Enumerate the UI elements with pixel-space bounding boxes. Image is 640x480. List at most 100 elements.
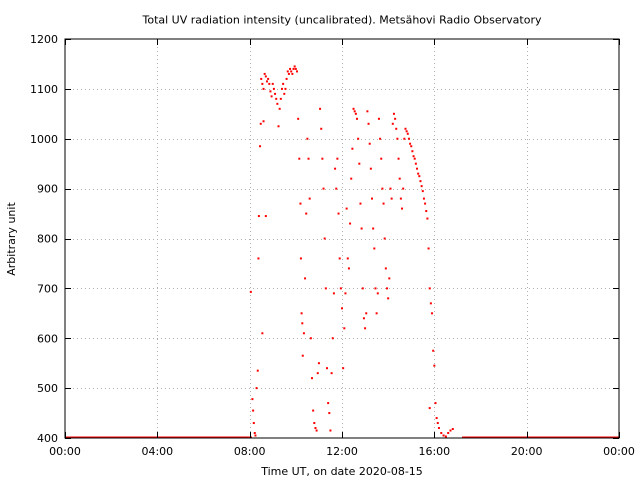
- data-point: [425, 210, 428, 213]
- data-point: [317, 362, 320, 365]
- data-point: [354, 112, 357, 115]
- data-point: [271, 82, 274, 85]
- data-point: [359, 202, 362, 205]
- data-point: [328, 412, 331, 415]
- data-point: [440, 432, 443, 435]
- data-point: [347, 267, 350, 270]
- data-point: [264, 215, 267, 218]
- data-point: [417, 172, 420, 175]
- data-point: [352, 107, 355, 110]
- data-point: [386, 287, 389, 290]
- data-point: [276, 102, 279, 105]
- x-tick-labels: 00:00 04:00 08:00 12:00 16:00 20:00 00:00: [49, 445, 635, 458]
- data-point: [402, 187, 405, 190]
- data-point: [277, 125, 280, 128]
- data-point: [442, 434, 445, 437]
- data-point: [270, 95, 273, 98]
- data-point: [268, 82, 271, 85]
- data-point: [398, 177, 401, 180]
- data-point: [334, 167, 337, 170]
- data-point: [407, 137, 410, 140]
- data-point: [353, 110, 356, 113]
- data-point: [259, 145, 262, 148]
- x-tick-label: 00:00: [603, 445, 635, 458]
- data-point: [365, 312, 368, 315]
- data-point: [315, 429, 318, 432]
- x-tick-label: 12:00: [326, 445, 358, 458]
- data-point: [419, 180, 422, 183]
- data-point: [401, 207, 404, 210]
- data-point: [260, 77, 263, 80]
- data-point: [338, 257, 341, 260]
- data-point: [366, 110, 369, 113]
- data-point: [409, 142, 412, 145]
- data-point: [411, 150, 414, 153]
- data-point: [335, 187, 338, 190]
- data-point: [286, 70, 289, 73]
- data-point: [418, 175, 421, 178]
- data-point: [325, 367, 328, 370]
- data-point: [356, 117, 359, 120]
- data-point: [343, 327, 346, 330]
- data-point: [275, 97, 278, 100]
- data-point: [432, 349, 435, 352]
- data-point: [424, 202, 427, 205]
- data-point: [405, 130, 408, 133]
- data-point: [323, 237, 326, 240]
- data-point: [428, 407, 431, 410]
- data-point: [299, 202, 302, 205]
- data-point: [350, 177, 353, 180]
- data-point: [330, 372, 333, 375]
- data-point: [436, 422, 439, 425]
- data-point: [420, 185, 423, 188]
- data-point: [295, 70, 298, 73]
- data-point: [251, 398, 254, 401]
- data-point: [429, 302, 432, 305]
- y-tick-label: 900: [37, 183, 58, 196]
- data-point: [346, 257, 349, 260]
- data-point: [373, 247, 376, 250]
- data-point: [304, 277, 307, 280]
- data-point: [372, 227, 375, 230]
- data-point: [394, 117, 397, 120]
- data-point: [437, 427, 440, 430]
- data-point: [427, 247, 430, 250]
- data-point: [257, 215, 260, 218]
- data-point: [314, 427, 317, 430]
- data-point: [337, 212, 340, 215]
- x-tick-label: 04:00: [141, 445, 173, 458]
- data-point: [257, 257, 260, 260]
- data-point: [395, 127, 398, 130]
- data-point: [364, 327, 367, 330]
- data-point: [377, 117, 380, 120]
- data-point: [331, 337, 334, 340]
- data-point: [389, 187, 392, 190]
- data-point: [414, 162, 417, 165]
- data-point: [259, 122, 262, 125]
- data-point: [282, 82, 285, 85]
- data-point: [252, 422, 255, 425]
- data-point: [376, 292, 379, 295]
- data-point: [290, 70, 293, 73]
- data-point: [312, 409, 315, 412]
- data-points: [249, 65, 454, 438]
- data-point: [256, 369, 259, 372]
- data-point: [431, 312, 434, 315]
- data-point: [306, 137, 309, 140]
- data-point: [374, 287, 377, 290]
- data-point: [332, 292, 335, 295]
- data-point: [357, 137, 360, 140]
- x-axis-label: Time UT, on date 2020-08-15: [260, 465, 423, 478]
- data-point: [416, 167, 419, 170]
- data-point: [322, 187, 325, 190]
- data-point: [283, 92, 286, 95]
- data-point: [293, 65, 296, 68]
- data-point: [269, 90, 272, 93]
- data-point: [344, 292, 347, 295]
- data-point: [252, 409, 255, 412]
- data-point: [435, 417, 438, 420]
- data-point: [278, 107, 281, 110]
- x-tick-label: 20:00: [511, 445, 543, 458]
- data-point: [255, 387, 258, 390]
- y-tick-label: 1200: [30, 33, 58, 46]
